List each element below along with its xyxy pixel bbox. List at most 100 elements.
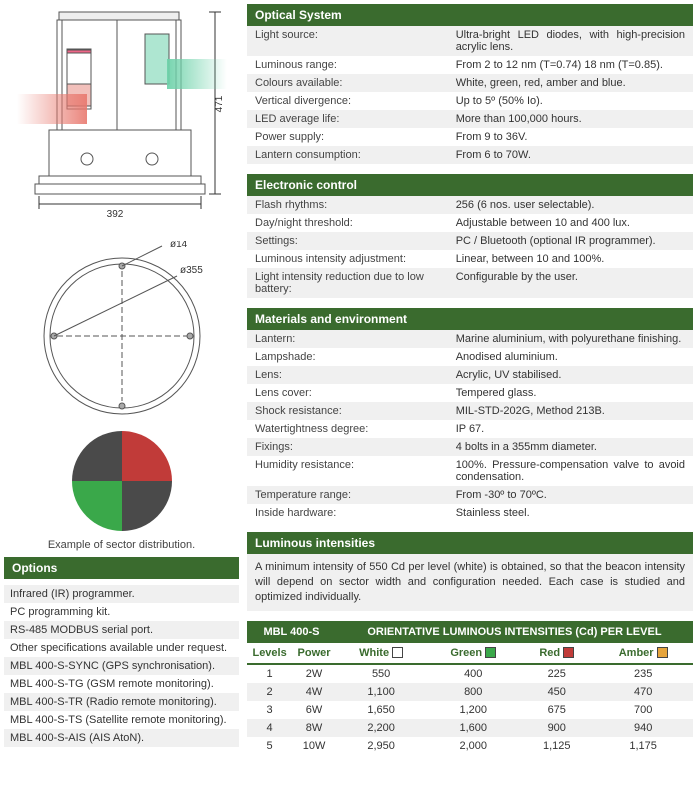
- spec-label: Colours available:: [247, 74, 448, 92]
- spec-row: Temperature range:From -30º to 70ºC.: [247, 486, 693, 504]
- spec-value: Stainless steel.: [448, 504, 693, 522]
- intensity-cell: 1,100: [336, 683, 426, 701]
- spec-value: More than 100,000 hours.: [448, 110, 693, 128]
- spec-label: LED average life:: [247, 110, 448, 128]
- green-light-glow: [167, 59, 227, 89]
- left-column: 392 471 ø14 ø355 Ex: [4, 4, 239, 755]
- option-row: MBL 400-S-SYNC (GPS synchronisation).: [4, 657, 239, 675]
- spec-value: White, green, red, amber and blue.: [448, 74, 693, 92]
- spec-row: Power supply:From 9 to 36V.: [247, 128, 693, 146]
- spec-row: Humidity resistance:100%. Pressure-compe…: [247, 456, 693, 486]
- spec-row: Lantern consumption:From 6 to 70W.: [247, 146, 693, 164]
- intensity-cell: 800: [426, 683, 520, 701]
- intensity-cell: 2,000: [426, 737, 520, 755]
- electronic-table: Flash rhythms:256 (6 nos. user selectabl…: [247, 196, 693, 298]
- spec-label: Lens cover:: [247, 384, 448, 402]
- spec-row: Watertightness degree:IP 67.: [247, 420, 693, 438]
- intensity-cell: 225: [520, 664, 593, 683]
- electronic-header: Electronic control: [247, 174, 693, 196]
- option-text: PC programming kit.: [4, 603, 239, 621]
- spec-value: Configurable by the user.: [448, 268, 693, 298]
- spec-label: Light intensity reduction due to low bat…: [247, 268, 448, 298]
- intensity-cell: 1,200: [426, 701, 520, 719]
- option-text: MBL 400-S-AIS (AIS AtoN).: [4, 729, 239, 747]
- spec-label: Light source:: [247, 26, 448, 56]
- intensity-cell: 1,600: [426, 719, 520, 737]
- color-swatch: [657, 647, 668, 658]
- intensity-row: 48W2,2001,600900940: [247, 719, 693, 737]
- spec-row: Inside hardware:Stainless steel.: [247, 504, 693, 522]
- spec-label: Lens:: [247, 366, 448, 384]
- intensity-title: ORIENTATIVE LUMINOUS INTENSITIES (Cd) PE…: [336, 621, 693, 643]
- spec-label: Lampshade:: [247, 348, 448, 366]
- spec-label: Settings:: [247, 232, 448, 250]
- intensity-cell: 940: [593, 719, 693, 737]
- intensity-cell: 8W: [292, 719, 336, 737]
- option-text: MBL 400-S-SYNC (GPS synchronisation).: [4, 657, 239, 675]
- spec-value: 100%. Pressure-compensation valve to avo…: [448, 456, 693, 486]
- spec-row: Luminous range:From 2 to 12 nm (T=0.74) …: [247, 56, 693, 74]
- intensity-cell: 4W: [292, 683, 336, 701]
- spec-value: MIL-STD-202G, Method 213B.: [448, 402, 693, 420]
- materials-table: Lantern:Marine aluminium, with polyureth…: [247, 330, 693, 522]
- materials-header: Materials and environment: [247, 308, 693, 330]
- spec-row: Flash rhythms:256 (6 nos. user selectabl…: [247, 196, 693, 214]
- intensity-cell: 400: [426, 664, 520, 683]
- option-text: Infrared (IR) programmer.: [4, 585, 239, 603]
- options-header: Options: [4, 557, 239, 579]
- option-text: MBL 400-S-TS (Satellite remote monitorin…: [4, 711, 239, 729]
- intensity-col-header: White: [336, 643, 426, 664]
- spec-value: Tempered glass.: [448, 384, 693, 402]
- options-table: Infrared (IR) programmer.PC programming …: [4, 585, 239, 747]
- spec-label: Temperature range:: [247, 486, 448, 504]
- option-text: RS-485 MODBUS serial port.: [4, 621, 239, 639]
- spec-value: Acrylic, UV stabilised.: [448, 366, 693, 384]
- intensity-row: 12W550400225235: [247, 664, 693, 683]
- option-text: MBL 400-S-TG (GSM remote monitoring).: [4, 675, 239, 693]
- intensity-cell: 470: [593, 683, 693, 701]
- page-layout: 392 471 ø14 ø355 Ex: [4, 4, 693, 755]
- intensity-cell: 2: [247, 683, 292, 701]
- spec-value: From -30º to 70ºC.: [448, 486, 693, 504]
- intensity-cell: 10W: [292, 737, 336, 755]
- spec-label: Power supply:: [247, 128, 448, 146]
- intensity-cell: 2,200: [336, 719, 426, 737]
- spec-value: PC / Bluetooth (optional IR programmer).: [448, 232, 693, 250]
- dim-height: 471: [214, 95, 225, 112]
- dim-width: 392: [106, 209, 123, 220]
- intensity-col-header: Levels: [247, 643, 292, 664]
- spec-value: Adjustable between 10 and 400 lux.: [448, 214, 693, 232]
- option-text: MBL 400-S-TR (Radio remote monitoring).: [4, 693, 239, 711]
- spec-row: Light source:Ultra-bright LED diodes, wi…: [247, 26, 693, 56]
- spec-value: IP 67.: [448, 420, 693, 438]
- spec-value: 256 (6 nos. user selectable).: [448, 196, 693, 214]
- intensity-row: 24W1,100800450470: [247, 683, 693, 701]
- intensity-cell: 235: [593, 664, 693, 683]
- intensity-col-header: Power: [292, 643, 336, 664]
- luminous-note: A minimum intensity of 550 Cd per level …: [247, 554, 693, 611]
- intensity-cell: 1,125: [520, 737, 593, 755]
- intensity-col-header: Red: [520, 643, 593, 664]
- option-row: RS-485 MODBUS serial port.: [4, 621, 239, 639]
- color-swatch: [392, 647, 403, 658]
- luminous-header: Luminous intensities: [247, 532, 693, 554]
- intensity-cell: 550: [336, 664, 426, 683]
- lantern-top-drawing: ø14 ø355: [32, 241, 212, 421]
- intensity-col-header: Green: [426, 643, 520, 664]
- intensity-cell: 1: [247, 664, 292, 683]
- spec-row: Lantern:Marine aluminium, with polyureth…: [247, 330, 693, 348]
- intensity-cell: 1,650: [336, 701, 426, 719]
- intensity-cell: 4: [247, 719, 292, 737]
- intensity-row: 36W1,6501,200675700: [247, 701, 693, 719]
- spec-row: Colours available:White, green, red, amb…: [247, 74, 693, 92]
- spec-row: Lens:Acrylic, UV stabilised.: [247, 366, 693, 384]
- spec-row: LED average life:More than 100,000 hours…: [247, 110, 693, 128]
- intensity-cell: 5: [247, 737, 292, 755]
- spec-row: Luminous intensity adjustment:Linear, be…: [247, 250, 693, 268]
- spec-label: Watertightness degree:: [247, 420, 448, 438]
- intensity-row: 510W2,9502,0001,1251,175: [247, 737, 693, 755]
- option-row: Other specifications available under req…: [4, 639, 239, 657]
- intensity-col-header: Amber: [593, 643, 693, 664]
- intensity-cell: 675: [520, 701, 593, 719]
- spec-value: Ultra-bright LED diodes, with high-preci…: [448, 26, 693, 56]
